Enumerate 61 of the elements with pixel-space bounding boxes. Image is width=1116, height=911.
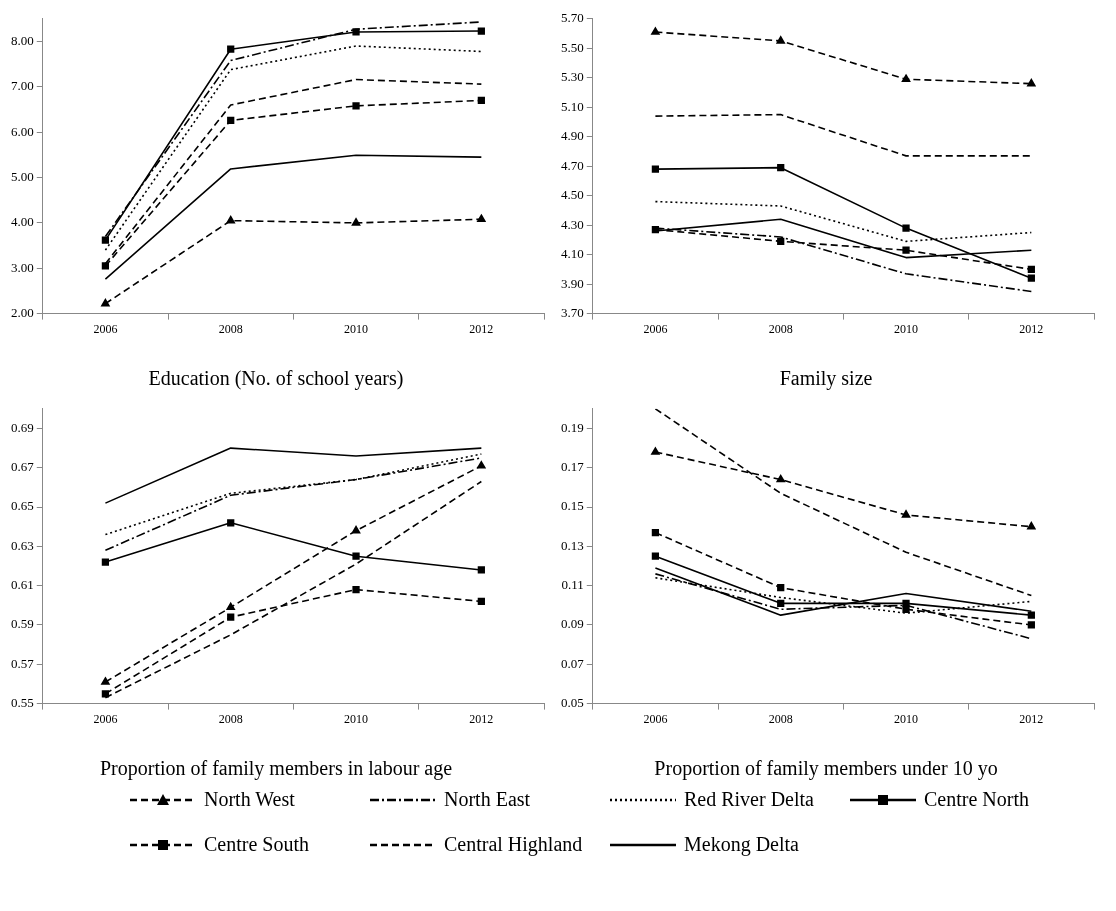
y-tick-label: 0.07 <box>561 655 585 671</box>
x-tick-label: 2010 <box>894 321 919 336</box>
y-tick-label: 0.55 <box>11 695 34 711</box>
text: Proportion of family members in labour age <box>99 757 453 781</box>
y-tick-label: 4.30 <box>561 216 584 232</box>
text: Education (No. of school years) <box>148 367 404 391</box>
y-tick-label: 0.61 <box>11 577 34 593</box>
y-tick-label: 5.70 <box>561 10 584 26</box>
legend-label: Central Highland <box>444 833 583 856</box>
y-tick-label: 4.70 <box>561 157 584 173</box>
x-tick-label: 2006 <box>643 711 668 726</box>
text: Proportion of family members under 10 yo <box>654 757 998 781</box>
x-tick-label: 2010 <box>344 321 369 336</box>
legend-label: North West <box>204 788 295 811</box>
y-tick-label: 3.90 <box>561 275 584 291</box>
y-tick-label: 3.70 <box>561 305 584 321</box>
y-tick-label: 5.00 <box>11 168 34 184</box>
legend-label: North East <box>444 788 531 811</box>
x-tick-label: 2010 <box>894 711 919 726</box>
y-tick-label: 0.67 <box>11 459 35 475</box>
x-tick-label: 2006 <box>93 321 118 336</box>
y-tick-label: 0.59 <box>11 616 34 632</box>
x-tick-label: 2006 <box>93 711 118 726</box>
x-tick-label: 2008 <box>218 711 243 726</box>
y-tick-label: 4.50 <box>561 187 584 203</box>
x-tick-label: 2012 <box>1019 321 1044 336</box>
y-tick-label: 5.30 <box>561 69 584 85</box>
y-tick-label: 4.10 <box>561 246 584 262</box>
x-tick-label: 2008 <box>218 321 243 336</box>
y-tick-label: 0.05 <box>561 695 584 711</box>
y-tick-label: 0.09 <box>561 616 584 632</box>
x-tick-label: 2006 <box>643 321 668 336</box>
x-tick-label: 2012 <box>1019 711 1044 726</box>
legend-label: Centre South <box>204 833 309 856</box>
x-tick-label: 2012 <box>469 711 494 726</box>
text: Family size <box>779 367 873 391</box>
legend-label: Red River Delta <box>684 788 814 811</box>
y-tick-label: 5.50 <box>561 39 584 55</box>
legend-label: Centre North <box>924 788 1029 811</box>
y-tick-label: 8.00 <box>11 32 34 48</box>
x-tick-label: 2010 <box>344 711 369 726</box>
y-tick-label: 2.00 <box>11 305 34 321</box>
y-tick-label: 0.11 <box>561 577 584 593</box>
x-tick-label: 2008 <box>768 321 793 336</box>
y-tick-label: 5.10 <box>561 98 584 114</box>
y-tick-label: 7.00 <box>11 78 34 94</box>
legend-label: Mekong Delta <box>684 833 799 856</box>
y-tick-label: 0.15 <box>561 498 584 514</box>
x-tick-label: 2012 <box>469 321 494 336</box>
y-tick-label: 0.13 <box>561 537 584 553</box>
y-tick-label: 0.65 <box>11 498 34 514</box>
y-tick-label: 4.00 <box>11 214 34 230</box>
y-tick-label: 0.19 <box>561 419 584 435</box>
y-tick-label: 0.69 <box>11 419 34 435</box>
y-tick-label: 6.00 <box>11 123 34 139</box>
y-tick-label: 3.00 <box>11 259 34 275</box>
y-tick-label: 0.63 <box>11 537 34 553</box>
y-tick-label: 0.17 <box>561 459 585 475</box>
y-tick-label: 4.90 <box>561 128 584 144</box>
y-tick-label: 0.57 <box>11 655 35 671</box>
x-tick-label: 2008 <box>768 711 793 726</box>
